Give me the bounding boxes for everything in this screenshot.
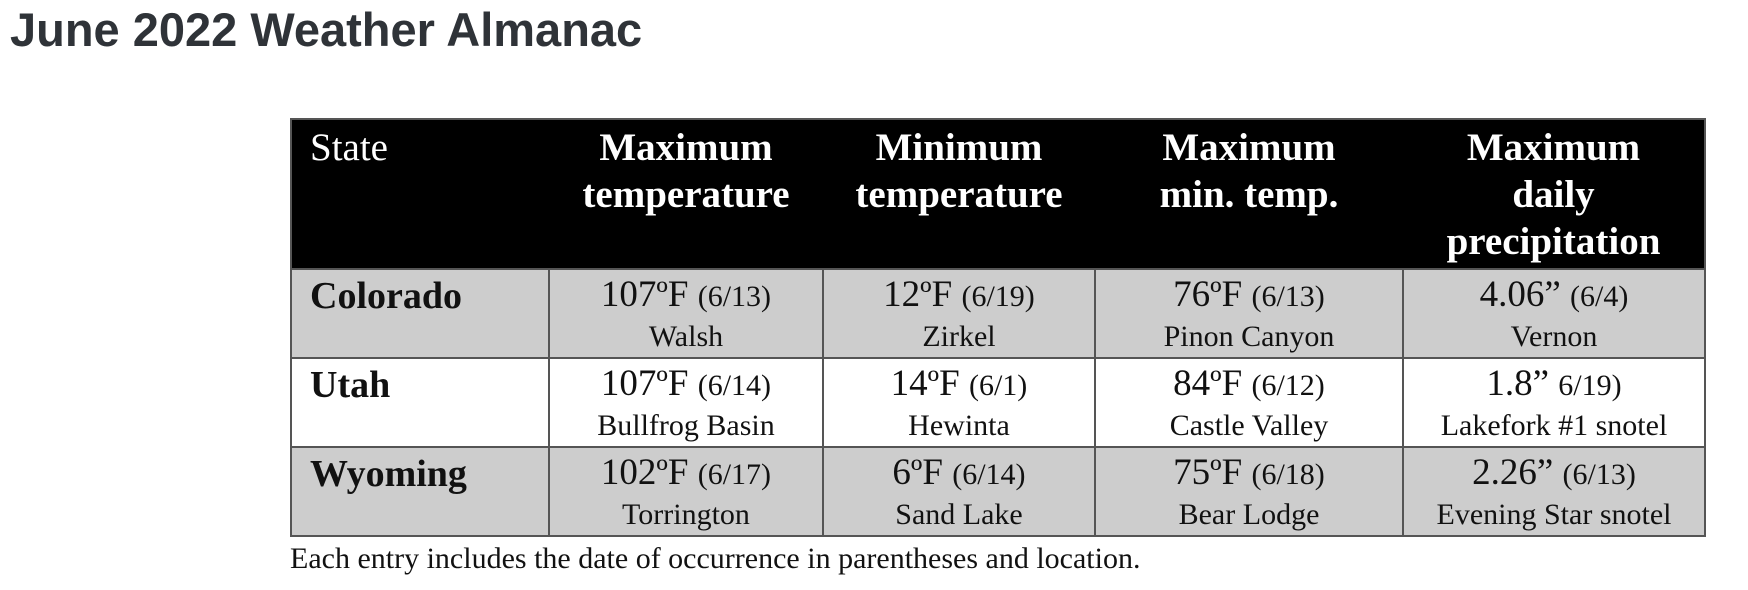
max-daily-precip-cell: 1.8” 6/19) Lakefork #1 snotel xyxy=(1402,357,1706,448)
table-caption: Each entry includes the date of occurren… xyxy=(290,542,1141,575)
cell-location: Bear Lodge xyxy=(1178,498,1320,531)
cell-location: Evening Star snotel xyxy=(1436,498,1672,531)
header-state: State xyxy=(291,119,549,269)
cell-value: 107ºF xyxy=(600,363,689,404)
header-max-daily-precip: Maximum daily precipitation xyxy=(1403,119,1705,269)
almanac-table-figure: State Maximum temperature Minimum temper… xyxy=(290,118,1706,577)
cell-value: 1.8” xyxy=(1486,363,1550,404)
max-temp-cell: 107ºF (6/13) Walsh xyxy=(548,268,824,359)
cell-location: Lakefork #1 snotel xyxy=(1440,409,1668,442)
cell-date: (6/12) xyxy=(1251,369,1325,402)
header-line: temperature xyxy=(855,173,1063,216)
cell-date: (6/4) xyxy=(1570,280,1629,313)
cell-date: (6/14) xyxy=(952,458,1026,491)
weather-almanac-table: State Maximum temperature Minimum temper… xyxy=(290,118,1706,537)
cell-value: 2.26” xyxy=(1472,452,1554,493)
cell-value: 76ºF xyxy=(1173,274,1243,315)
cell-value-line: 12ºF (6/19) xyxy=(828,274,1090,318)
cell-date: (6/19) xyxy=(961,280,1035,313)
header-max-temp: Maximum temperature xyxy=(549,119,823,269)
min-temp-cell: 12ºF (6/19) Zirkel xyxy=(822,268,1096,359)
cell-value-line: 84ºF (6/12) xyxy=(1100,363,1398,407)
table-row-utah: Utah 107ºF (6/14) Bullfrog Basin 14ºF (6… xyxy=(290,357,1706,448)
cell-value-line: 107ºF (6/13) xyxy=(554,274,818,318)
cell-date: (6/13) xyxy=(697,280,772,313)
header-line: Maximum xyxy=(599,126,773,169)
cell-value-line: 1.8” 6/19) xyxy=(1408,363,1700,407)
cell-value-line: 6ºF (6/14) xyxy=(828,452,1090,496)
cell-date: (6/13) xyxy=(1251,280,1325,313)
cell-date: (6/18) xyxy=(1251,458,1325,491)
table-row-colorado: Colorado 107ºF (6/13) Walsh 12ºF (6/19) … xyxy=(290,268,1706,359)
max-temp-cell: 102ºF (6/17) Torrington xyxy=(548,446,824,537)
cell-location: Bullfrog Basin xyxy=(597,409,775,442)
cell-location: Pinon Canyon xyxy=(1163,320,1335,353)
max-min-temp-cell: 75ºF (6/18) Bear Lodge xyxy=(1094,446,1404,537)
cell-location: Walsh xyxy=(648,320,724,353)
state-cell: Colorado xyxy=(290,268,550,359)
cell-value: 4.06” xyxy=(1479,274,1561,315)
cell-value-line: 4.06” (6/4) xyxy=(1408,274,1700,318)
header-line: Maximum xyxy=(1162,126,1336,169)
cell-date: (6/17) xyxy=(697,458,772,491)
min-temp-cell: 14ºF (6/1) Hewinta xyxy=(822,357,1096,448)
cell-value-line: 2.26” (6/13) xyxy=(1408,452,1700,496)
table-row-wyoming: Wyoming 102ºF (6/17) Torrington 6ºF (6/1… xyxy=(290,446,1706,537)
cell-value: 75ºF xyxy=(1173,452,1243,493)
header-state-label: State xyxy=(310,126,388,169)
max-min-temp-cell: 76ºF (6/13) Pinon Canyon xyxy=(1094,268,1404,359)
header-line: daily xyxy=(1512,173,1595,216)
cell-value-line: 102ºF (6/17) xyxy=(554,452,818,496)
state-cell: Utah xyxy=(290,357,550,448)
state-cell: Wyoming xyxy=(290,446,550,537)
header-min-temp: Minimum temperature xyxy=(823,119,1095,269)
max-temp-cell: 107ºF (6/14) Bullfrog Basin xyxy=(548,357,824,448)
header-line: min. temp. xyxy=(1159,173,1339,216)
cell-location: Zirkel xyxy=(922,320,996,353)
cell-date: 6/19) xyxy=(1558,369,1622,402)
cell-value: 6ºF xyxy=(892,452,943,493)
cell-value: 12ºF xyxy=(883,274,953,315)
cell-value-line: 107ºF (6/14) xyxy=(554,363,818,407)
min-temp-cell: 6ºF (6/14) Sand Lake xyxy=(822,446,1096,537)
cell-value: 102ºF xyxy=(600,452,689,493)
cell-value: 107ºF xyxy=(600,274,689,315)
cell-value: 84ºF xyxy=(1173,363,1243,404)
cell-value-line: 75ºF (6/18) xyxy=(1100,452,1398,496)
max-daily-precip-cell: 4.06” (6/4) Vernon xyxy=(1402,268,1706,359)
cell-location: Torrington xyxy=(622,498,750,531)
cell-date: (6/14) xyxy=(697,369,772,402)
cell-location: Castle Valley xyxy=(1169,409,1329,442)
cell-location: Sand Lake xyxy=(895,498,1023,531)
max-min-temp-cell: 84ºF (6/12) Castle Valley xyxy=(1094,357,1404,448)
max-daily-precip-cell: 2.26” (6/13) Evening Star snotel xyxy=(1402,446,1706,537)
header-line: Maximum xyxy=(1466,126,1641,169)
header-line: temperature xyxy=(582,173,790,216)
cell-value-line: 76ºF (6/13) xyxy=(1100,274,1398,318)
table-header-row: State Maximum temperature Minimum temper… xyxy=(291,119,1705,269)
header-line: precipitation xyxy=(1446,220,1661,263)
header-max-min-temp: Maximum min. temp. xyxy=(1095,119,1403,269)
cell-date: (6/13) xyxy=(1562,458,1636,491)
page-title: June 2022 Weather Almanac xyxy=(10,3,643,56)
cell-location: Vernon xyxy=(1510,320,1598,353)
cell-value: 14ºF xyxy=(890,363,960,404)
cell-location: Hewinta xyxy=(908,409,1010,442)
cell-date: (6/1) xyxy=(968,369,1028,402)
header-line: Minimum xyxy=(875,126,1043,169)
cell-value-line: 14ºF (6/1) xyxy=(828,363,1090,407)
